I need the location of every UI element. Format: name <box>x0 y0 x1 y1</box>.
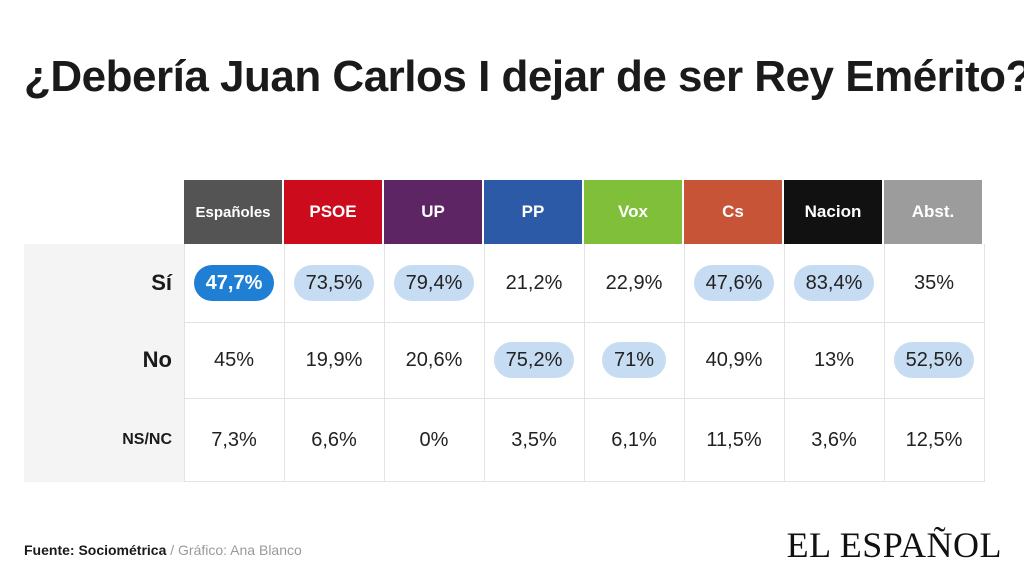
cell-value: 13% <box>813 349 855 371</box>
column-header: UP <box>384 180 482 244</box>
table-cell: 20,6% <box>384 322 484 398</box>
grid-line-vertical <box>184 244 185 482</box>
grid-line-horizontal <box>184 322 984 323</box>
cell-value: 71% <box>601 342 667 378</box>
cell-value: 19,9% <box>305 349 363 371</box>
table-cell: 19,9% <box>284 322 384 398</box>
cell-value: 0% <box>419 429 449 451</box>
column-header: PP <box>484 180 582 244</box>
grid-line-horizontal <box>184 481 984 482</box>
table-cell: 21,2% <box>484 244 584 322</box>
cell-value: 3,6% <box>811 429 857 451</box>
cell-value: 35% <box>913 272 955 294</box>
grid-line-vertical <box>984 244 985 482</box>
grid-line-vertical <box>684 244 685 482</box>
table-cell: 3,5% <box>484 398 584 482</box>
table-cell: 75,2% <box>484 322 584 398</box>
table-cell: 22,9% <box>584 244 684 322</box>
table-cell: 6,1% <box>584 398 684 482</box>
cell-value: 21,2% <box>505 272 563 294</box>
table-cell: 0% <box>384 398 484 482</box>
cell-value: 83,4% <box>793 265 875 301</box>
column-header: Españoles <box>184 180 282 244</box>
cell-value: 6,1% <box>611 429 657 451</box>
table-cell: 3,6% <box>784 398 884 482</box>
cell-value: 45% <box>213 349 255 371</box>
cell-value: 52,5% <box>893 342 975 378</box>
table-cell: 73,5% <box>284 244 384 322</box>
cell-value: 47,6% <box>693 265 775 301</box>
row-label: Sí <box>151 270 172 295</box>
credit-text: / Gráfico: Ana Blanco <box>166 542 302 558</box>
cell-value: 40,9% <box>705 349 763 371</box>
row-label: NS/NC <box>122 431 172 448</box>
cell-value: 3,5% <box>511 429 557 451</box>
table-cell: 79,4% <box>384 244 484 322</box>
cell-value: 79,4% <box>393 265 475 301</box>
table-cell: 6,6% <box>284 398 384 482</box>
cell-value: 47,7% <box>193 265 275 301</box>
grid-line-vertical <box>784 244 785 482</box>
table-cell: 7,3% <box>184 398 284 482</box>
column-header: Nacion <box>784 180 882 244</box>
data-table: Españoles PSOE UP PP Vox Cs Nacion Abst. Sí 47,7%… <box>24 180 985 482</box>
chart-title: ¿Debería Juan Carlos I dejar de ser Rey … <box>24 52 1024 101</box>
table-cell: 71% <box>584 322 684 398</box>
source-text: Fuente: Sociométrica <box>24 542 167 558</box>
table-cell: 47,7% <box>184 244 284 322</box>
column-header: Cs <box>684 180 782 244</box>
row-label-background <box>24 244 184 482</box>
table-cell: 35% <box>884 244 984 322</box>
grid-line-vertical <box>284 244 285 482</box>
cell-value: 22,9% <box>605 272 663 294</box>
cell-value: 7,3% <box>211 429 257 451</box>
grid-line-horizontal <box>184 398 984 399</box>
column-header: Vox <box>584 180 682 244</box>
column-header: PSOE <box>284 180 382 244</box>
footer: Fuente: Sociométrica / Gráfico: Ana Blan… <box>24 542 302 558</box>
table-cell: 40,9% <box>684 322 784 398</box>
publisher-logo: EL ESPAÑOL <box>786 525 1002 565</box>
table-cell: 83,4% <box>784 244 884 322</box>
column-header: Abst. <box>884 180 982 244</box>
cell-value: 75,2% <box>493 342 575 378</box>
cell-value: 11,5% <box>706 429 762 451</box>
table-cell: 11,5% <box>684 398 784 482</box>
grid-line-vertical <box>384 244 385 482</box>
cell-value: 12,5% <box>905 429 963 451</box>
cell-value: 20,6% <box>405 349 463 371</box>
table-cell: 47,6% <box>684 244 784 322</box>
table-cell: 13% <box>784 322 884 398</box>
grid-line-vertical <box>584 244 585 482</box>
grid-line-vertical <box>484 244 485 482</box>
cell-value: 73,5% <box>293 265 375 301</box>
cell-value: 6,6% <box>311 429 357 451</box>
grid-line-vertical <box>884 244 885 482</box>
row-label: No <box>142 347 172 372</box>
table-cell: 45% <box>184 322 284 398</box>
table-cell: 12,5% <box>884 398 984 482</box>
table-cell: 52,5% <box>884 322 984 398</box>
